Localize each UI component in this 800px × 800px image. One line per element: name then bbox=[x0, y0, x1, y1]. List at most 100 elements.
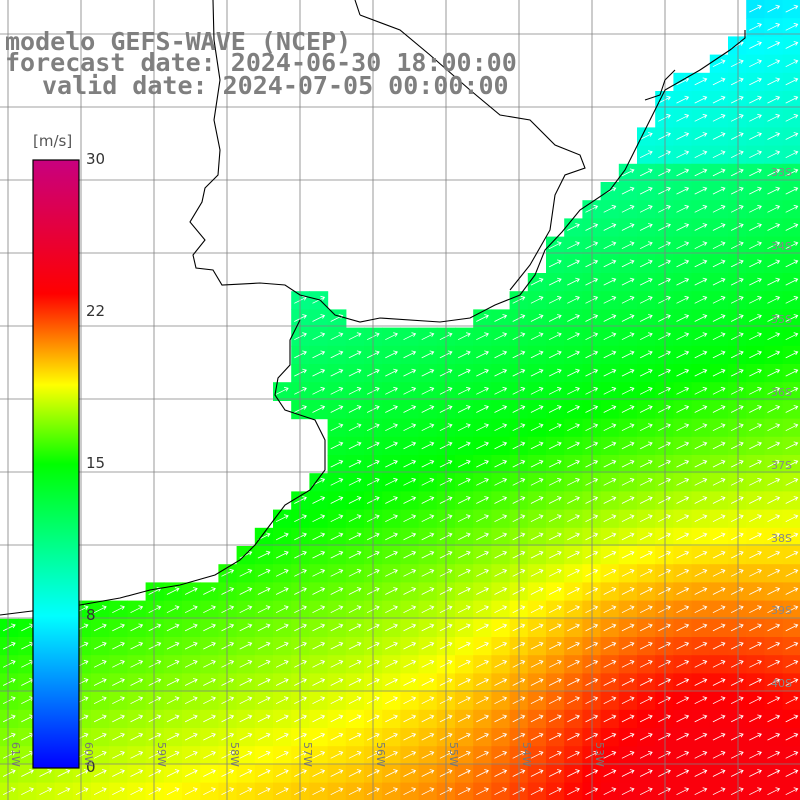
wind-arrow bbox=[403, 714, 417, 723]
field-cell bbox=[91, 618, 110, 638]
field-cell bbox=[546, 582, 565, 602]
wind-arrow bbox=[548, 714, 562, 723]
field-cell bbox=[709, 163, 729, 183]
wind-arrow bbox=[421, 459, 435, 468]
wind-arrow bbox=[676, 350, 690, 359]
lon-label-55w: 55W bbox=[447, 742, 460, 767]
field-cell bbox=[418, 345, 438, 365]
field-cell bbox=[309, 327, 329, 347]
field-cell bbox=[546, 637, 565, 656]
field-cell bbox=[127, 637, 147, 656]
field-cell bbox=[0, 618, 19, 638]
wind-arrow bbox=[658, 787, 671, 796]
field-cell bbox=[327, 746, 347, 765]
wind-arrow bbox=[785, 441, 799, 450]
wind-arrow bbox=[712, 77, 726, 86]
wind-arrow bbox=[421, 787, 435, 796]
field-cell bbox=[182, 600, 201, 620]
field-cell bbox=[345, 364, 365, 383]
field-cell bbox=[18, 746, 37, 765]
wind-arrow bbox=[730, 496, 744, 504]
wind-arrow bbox=[785, 332, 799, 341]
wind-arrow bbox=[494, 678, 508, 686]
field-cell bbox=[182, 655, 201, 674]
wind-arrow bbox=[694, 514, 708, 523]
field-cell bbox=[764, 145, 784, 165]
wind-arrow bbox=[658, 769, 671, 777]
field-cell bbox=[418, 746, 438, 765]
wind-arrow bbox=[658, 386, 671, 395]
field-cell bbox=[254, 673, 274, 693]
field-cell bbox=[491, 509, 511, 529]
wind-arrow bbox=[203, 714, 216, 723]
wind-arrow bbox=[767, 769, 781, 777]
field-cell bbox=[637, 637, 656, 656]
wind-arrow bbox=[385, 477, 398, 486]
field-cell bbox=[291, 345, 310, 365]
wind-arrow bbox=[385, 750, 398, 759]
wind-arrow bbox=[767, 241, 781, 250]
wind-arrow bbox=[385, 405, 398, 413]
field-cell bbox=[18, 764, 37, 784]
field-cell bbox=[382, 527, 401, 547]
field-cell bbox=[600, 291, 620, 310]
wind-arrow bbox=[548, 259, 562, 268]
wind-arrow bbox=[457, 350, 471, 359]
wind-arrow bbox=[457, 769, 471, 777]
field-cell bbox=[182, 746, 201, 765]
field-cell bbox=[637, 345, 656, 365]
field-cell bbox=[618, 546, 638, 565]
field-cell bbox=[709, 218, 729, 238]
field-cell bbox=[618, 236, 638, 256]
wind-arrow bbox=[767, 95, 781, 104]
field-cell bbox=[145, 673, 165, 693]
field-cell bbox=[145, 764, 165, 784]
field-cell bbox=[182, 582, 201, 602]
wind-arrow bbox=[749, 532, 762, 541]
field-cell bbox=[618, 218, 638, 238]
wind-arrow bbox=[494, 332, 508, 341]
wind-arrow bbox=[712, 769, 726, 777]
wind-arrow bbox=[130, 623, 144, 632]
field-cell bbox=[618, 691, 638, 711]
wind-arrow bbox=[567, 314, 580, 322]
wind-arrow bbox=[694, 168, 708, 177]
field-cell bbox=[218, 746, 238, 765]
wind-arrow bbox=[676, 95, 690, 104]
wind-arrow bbox=[403, 514, 417, 523]
wind-arrow bbox=[694, 423, 708, 432]
field-cell bbox=[546, 746, 565, 765]
wind-arrow bbox=[494, 314, 508, 322]
field-cell bbox=[637, 655, 656, 674]
wind-arrow bbox=[348, 423, 362, 432]
wind-arrow bbox=[712, 59, 726, 68]
field-cell bbox=[473, 746, 492, 765]
wind-arrow bbox=[148, 659, 162, 668]
field-cell bbox=[236, 673, 256, 693]
wind-arrow bbox=[639, 150, 653, 159]
wind-arrow bbox=[639, 496, 653, 504]
wind-arrow bbox=[457, 714, 471, 723]
wind-arrow bbox=[494, 532, 508, 541]
wind-arrow bbox=[603, 769, 617, 777]
wind-arrow bbox=[184, 587, 198, 595]
wind-arrow bbox=[348, 750, 362, 759]
wind-arrow bbox=[203, 769, 216, 777]
wind-arrow bbox=[203, 696, 216, 705]
wind-arrow bbox=[457, 405, 471, 413]
wind-arrow bbox=[476, 659, 489, 668]
wind-arrow bbox=[567, 659, 580, 668]
wind-arrow bbox=[621, 568, 635, 577]
field-cell bbox=[418, 691, 438, 711]
colorbar-tick-30: 30 bbox=[86, 150, 106, 168]
wind-arrow bbox=[184, 641, 198, 650]
wind-arrow bbox=[130, 659, 144, 668]
wind-arrow bbox=[749, 150, 762, 159]
wind-arrow bbox=[621, 241, 635, 250]
wind-arrow bbox=[694, 769, 708, 777]
wind-arrow bbox=[621, 496, 635, 504]
field-cell bbox=[637, 436, 656, 456]
field-cell bbox=[473, 600, 492, 620]
field-cell bbox=[564, 309, 583, 329]
wind-arrow bbox=[767, 477, 781, 486]
